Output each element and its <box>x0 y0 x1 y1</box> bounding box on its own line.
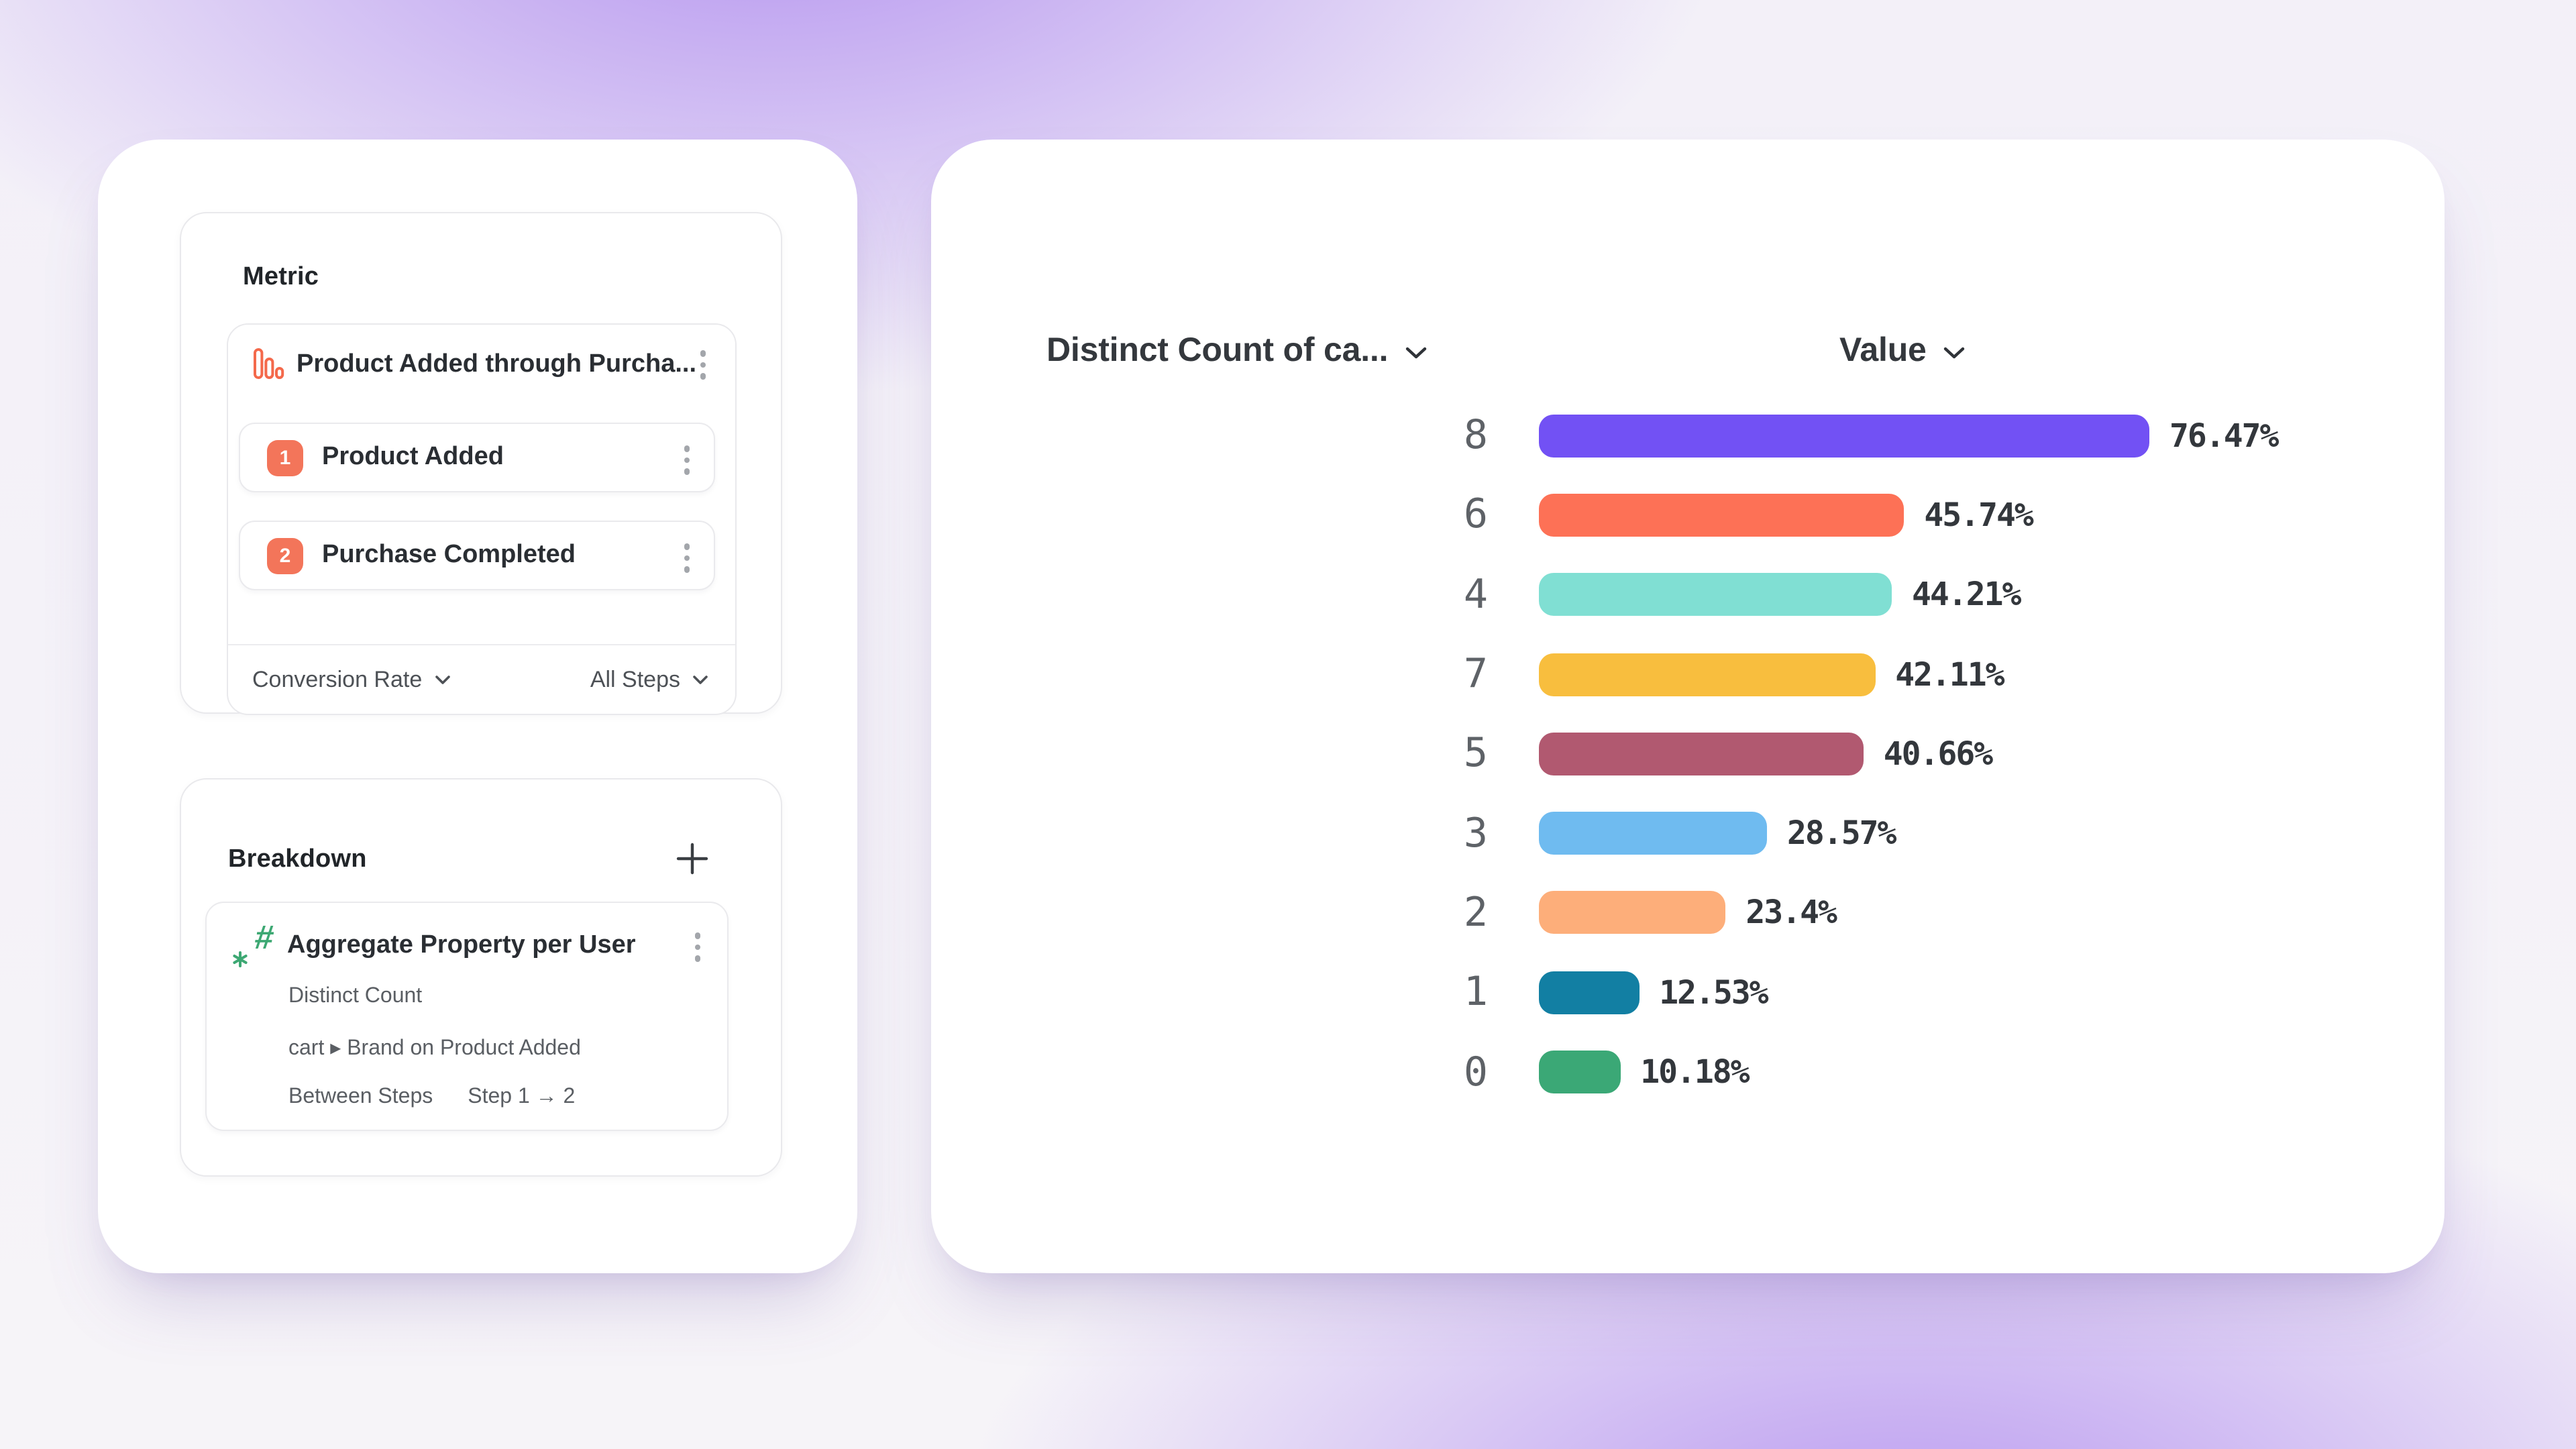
category-label: 8 <box>1463 412 1488 460</box>
query-builder-card: Metric Product Added through Purcha... 1 <box>98 140 857 1273</box>
category-label: 1 <box>1463 969 1488 1016</box>
value-bar[interactable] <box>1539 573 1892 616</box>
kebab-menu-icon[interactable] <box>677 437 696 482</box>
metric-panel-title: Metric <box>243 263 319 291</box>
value-bar[interactable] <box>1539 891 1726 934</box>
category-label: 0 <box>1463 1049 1488 1096</box>
breakdown-aggregation: Distinct Count <box>288 985 423 1008</box>
breakdown-item-card[interactable]: # Aggregate Property per User Distinct C… <box>205 902 729 1131</box>
chart-row: 3 28.57% <box>931 794 2445 873</box>
breakdown-item-title: Aggregate Property per User <box>287 931 636 959</box>
value-label: 44.21% <box>1912 576 2021 614</box>
chevron-down-icon <box>435 675 450 684</box>
breakdown-scope-label: Between Steps <box>288 1085 433 1108</box>
funnel-step-row[interactable]: 2 Purchase Completed <box>239 521 715 590</box>
value-bar[interactable] <box>1539 493 1904 537</box>
all-steps-dropdown[interactable]: All Steps <box>590 666 708 693</box>
chevron-down-icon <box>1405 347 1426 359</box>
step-label: Product Added <box>322 443 504 471</box>
category-label: 3 <box>1463 810 1488 857</box>
step-number-badge: 2 <box>267 537 303 574</box>
value-label: 12.53% <box>1659 973 1768 1012</box>
breakdown-property: cart ▸ Brand on Product Added <box>288 1037 581 1060</box>
value-label: 23.4% <box>1746 894 1837 932</box>
breakdown-panel-title: Breakdown <box>228 845 367 873</box>
chart-row: 2 23.4% <box>931 873 2445 953</box>
value-bar[interactable] <box>1539 1051 1621 1094</box>
value-bar[interactable] <box>1539 971 1640 1014</box>
all-steps-label: All Steps <box>590 666 680 692</box>
value-label: 45.74% <box>1924 496 2033 534</box>
breakdown-scope: Between Steps Step 1 → 2 <box>288 1085 575 1110</box>
category-label: 7 <box>1463 651 1488 698</box>
kebab-menu-icon[interactable] <box>688 924 707 969</box>
step-number-badge: 1 <box>267 439 303 476</box>
step-label: Purchase Completed <box>322 541 576 569</box>
conversion-rate-dropdown[interactable]: Conversion Rate <box>252 666 450 693</box>
kebab-menu-icon[interactable] <box>693 342 712 387</box>
divider <box>228 644 735 645</box>
chart-row: 8 76.47% <box>931 396 2445 476</box>
category-label: 4 <box>1463 571 1488 619</box>
category-label: 6 <box>1463 491 1488 539</box>
breakdown-panel: Breakdown # Aggregate Property per User … <box>180 778 782 1177</box>
bar-chart: 8 76.47% 6 45.74% 4 44.21% 7 42.11% 5 40.66% 3 28.5… <box>931 396 2445 1112</box>
chart-row: 7 42.11% <box>931 635 2445 714</box>
value-bar[interactable] <box>1539 812 1767 855</box>
value-column-label: Value <box>1839 331 1927 369</box>
metric-item-card: Product Added through Purcha... 1 Produc… <box>227 323 737 715</box>
funnel-step-row[interactable]: 1 Product Added <box>239 423 715 492</box>
value-bar[interactable] <box>1539 414 2149 458</box>
metric-panel: Metric Product Added through Purcha... 1 <box>180 212 782 715</box>
chart-row: 4 44.21% <box>931 555 2445 635</box>
value-label: 28.57% <box>1787 814 1896 853</box>
category-label: 5 <box>1463 730 1488 777</box>
kebab-menu-icon[interactable] <box>677 535 696 580</box>
metric-item-title: Product Added through Purcha... <box>297 350 697 378</box>
breakdown-scope-value: Step 1 → 2 <box>468 1085 576 1108</box>
value-column-header[interactable]: Value <box>1839 331 1966 370</box>
funnel-chart-icon <box>251 346 286 381</box>
chart-row: 5 40.66% <box>931 714 2445 794</box>
value-bar[interactable] <box>1539 732 1864 775</box>
chart-row: 6 45.74% <box>931 476 2445 555</box>
value-bar[interactable] <box>1539 653 1876 696</box>
value-label: 42.11% <box>1895 655 2004 694</box>
plus-icon <box>676 843 708 875</box>
chart-row: 0 10.18% <box>931 1032 2445 1112</box>
chevron-down-icon <box>1943 347 1964 359</box>
category-column-header[interactable]: Distinct Count of ca... <box>1046 331 1427 370</box>
conversion-rate-label: Conversion Rate <box>252 666 423 692</box>
chart-row: 1 12.53% <box>931 953 2445 1032</box>
hash-star-icon: # <box>233 919 276 967</box>
chart-card: Distinct Count of ca... Value 8 76.47% 6 45… <box>931 140 2445 1273</box>
metric-footer: Conversion Rate All Steps <box>252 645 708 714</box>
category-column-label: Distinct Count of ca... <box>1046 331 1389 369</box>
value-label: 76.47% <box>2169 417 2279 455</box>
metric-header-row[interactable]: Product Added through Purcha... <box>228 325 735 401</box>
chevron-down-icon <box>693 675 708 684</box>
value-label: 40.66% <box>1883 735 1993 773</box>
value-label: 10.18% <box>1640 1053 1750 1091</box>
add-breakdown-button[interactable] <box>674 840 711 877</box>
category-label: 2 <box>1463 889 1488 936</box>
